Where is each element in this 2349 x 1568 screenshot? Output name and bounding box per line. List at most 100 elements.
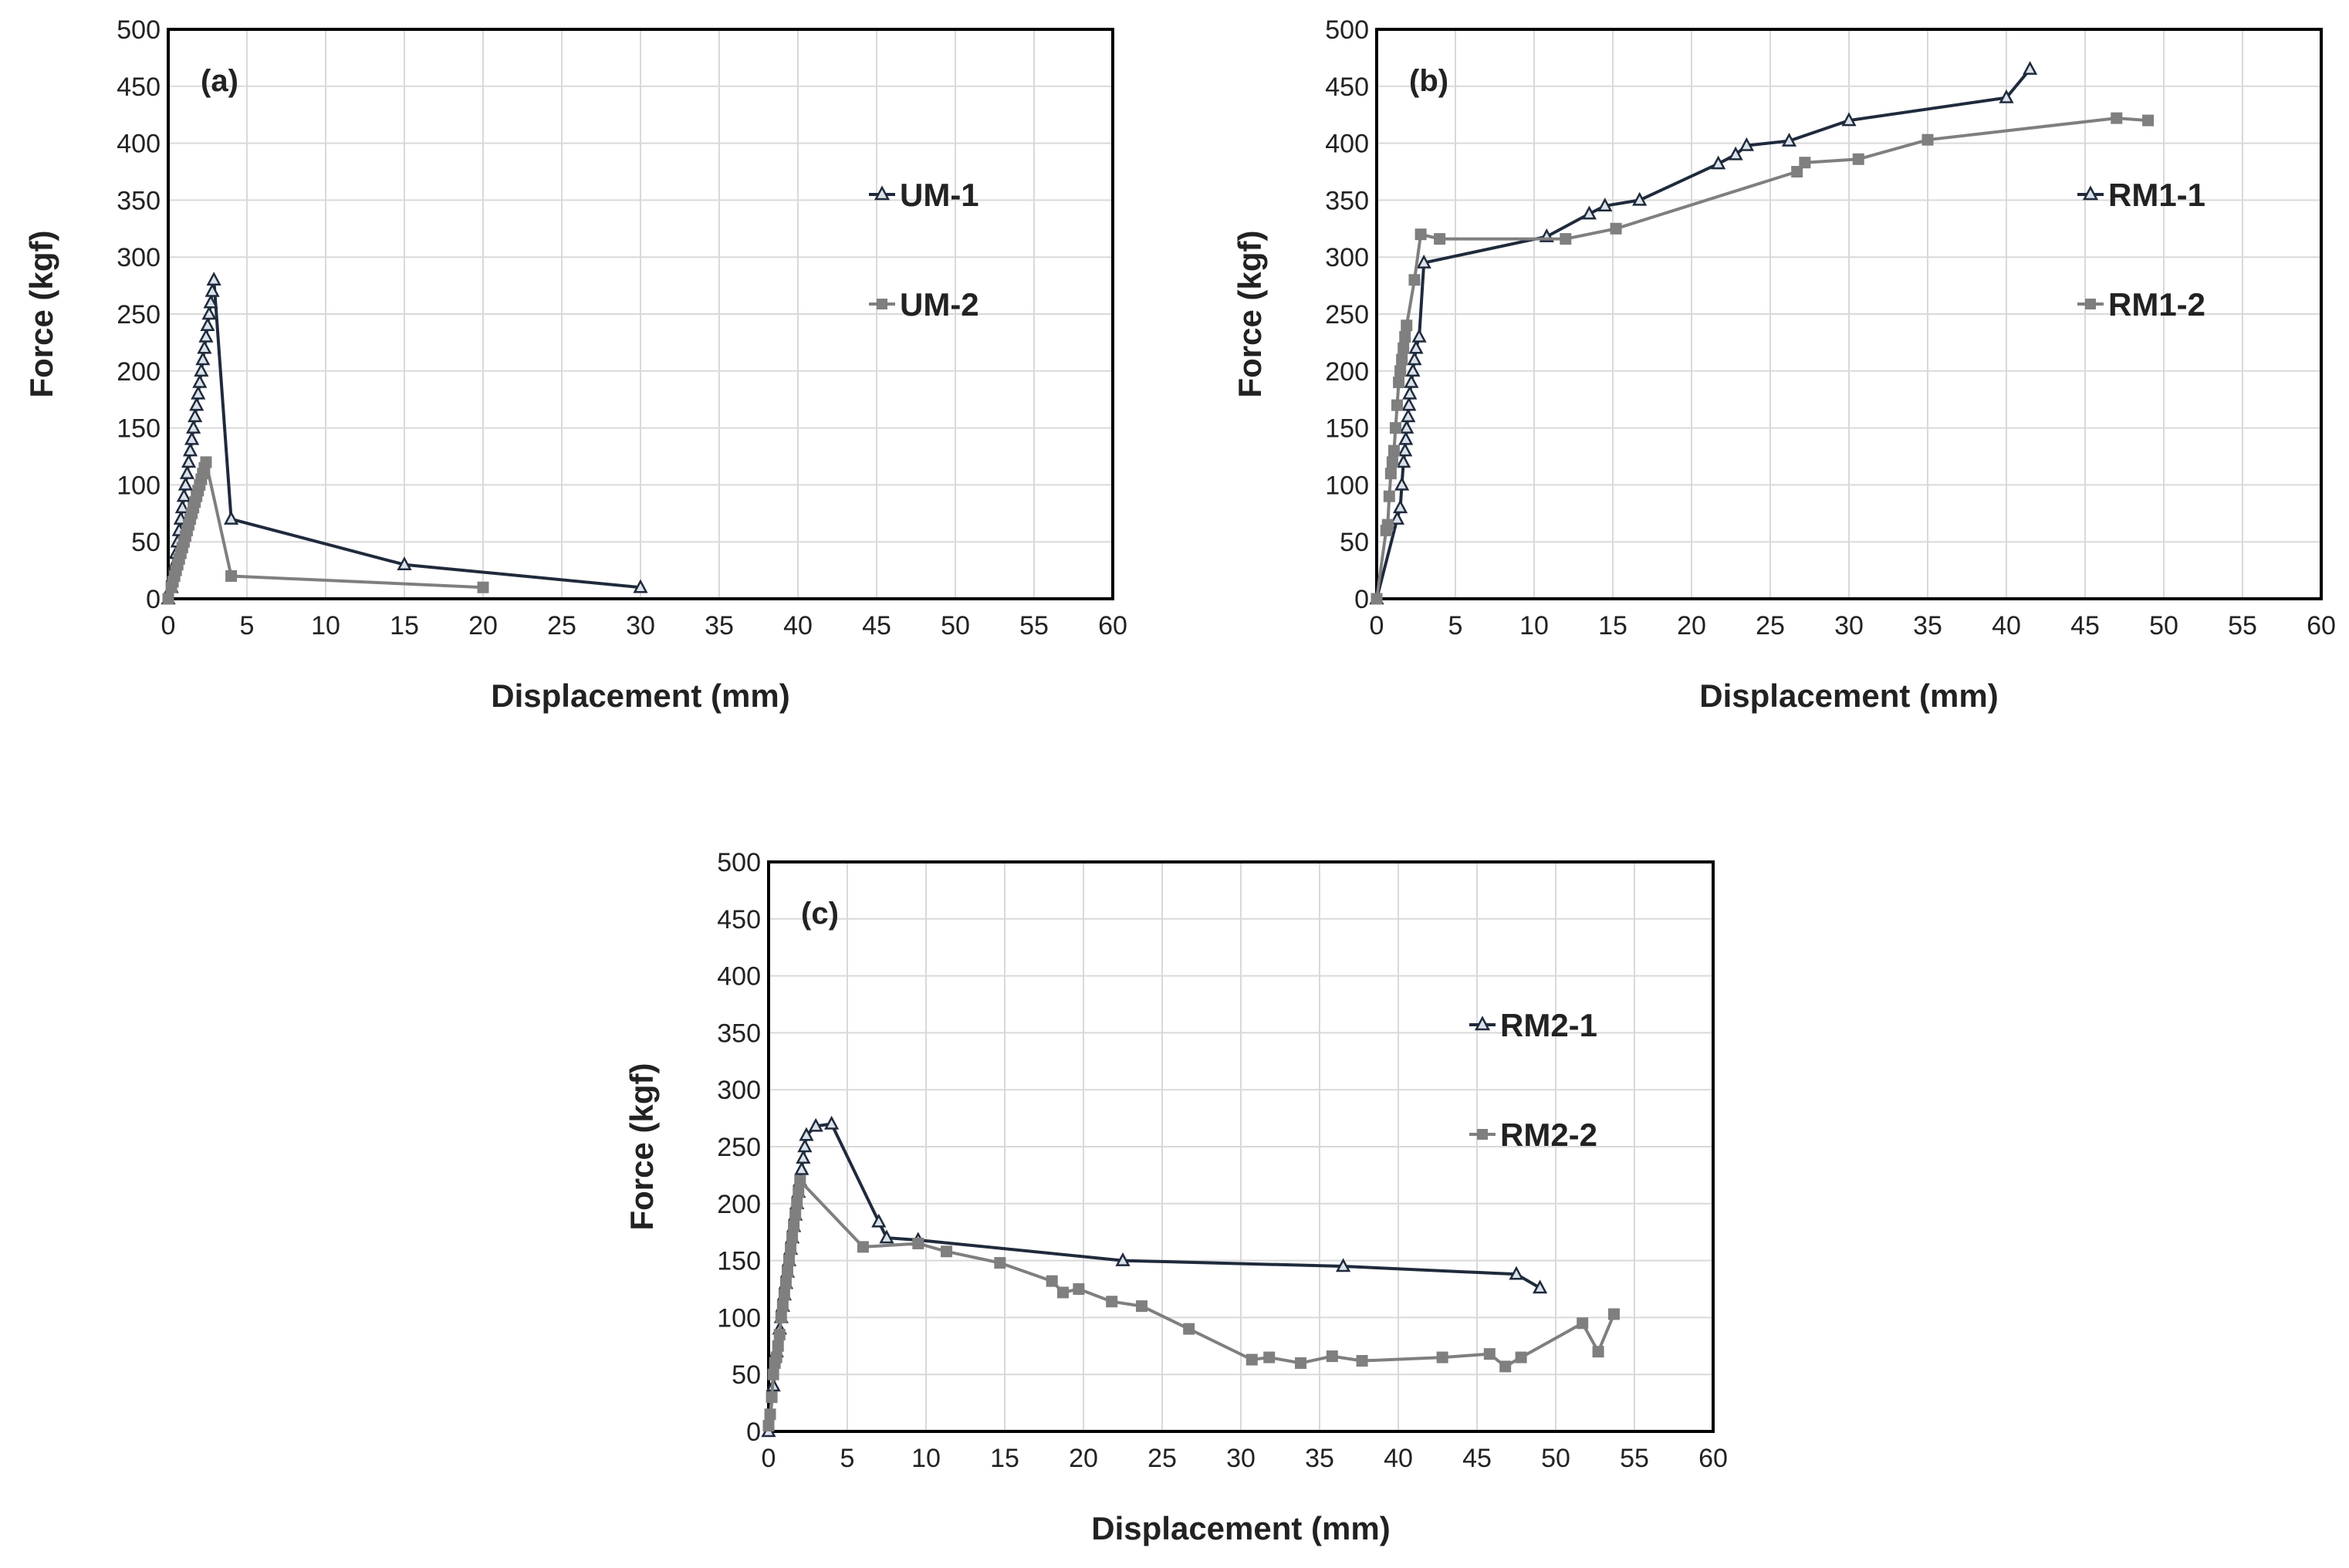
- data-point-triangle: [197, 340, 212, 354]
- data-point-triangle: [195, 351, 211, 366]
- data-point-square: [1396, 353, 1408, 366]
- x-tick-label: 15: [1598, 611, 1627, 640]
- data-point-square: [1799, 157, 1811, 169]
- data-point-square: [1394, 365, 1407, 377]
- y-axis-title: Force (kgf): [1232, 230, 1268, 397]
- data-point-triangle: [189, 397, 204, 411]
- data-point-square: [477, 581, 489, 593]
- data-point-triangle: [203, 294, 218, 309]
- plot-frame: [767, 860, 1715, 1433]
- legend-label: UM-1: [900, 177, 979, 213]
- data-point-triangle: [1399, 419, 1414, 434]
- x-tick-label: 15: [990, 1444, 1019, 1473]
- data-point-square: [766, 1391, 778, 1404]
- series-rm1-1: [1369, 61, 2038, 605]
- data-point-triangle: [204, 282, 220, 297]
- data-point-square: [1106, 1296, 1118, 1308]
- x-tick-label: 5: [1448, 611, 1463, 640]
- panel-label: (a): [201, 64, 238, 98]
- data-point-triangle: [796, 1150, 811, 1164]
- x-tick-label: 0: [762, 1444, 776, 1473]
- y-tick-label: 200: [717, 1190, 761, 1219]
- data-point-triangle: [1394, 476, 1410, 491]
- data-point-triangle: [181, 454, 197, 468]
- data-point-square: [1183, 1323, 1195, 1335]
- y-tick-label: 0: [146, 585, 161, 614]
- y-tick-label: 0: [1354, 585, 1369, 614]
- data-point-square: [1384, 468, 1397, 480]
- y-tick-label: 250: [1325, 300, 1369, 329]
- data-point-square: [1399, 331, 1411, 343]
- x-tick-label: 0: [161, 611, 176, 640]
- x-tick-label: 40: [1992, 611, 2021, 640]
- legend-label: RM1-1: [2108, 177, 2205, 213]
- y-tick-label: 300: [117, 243, 161, 272]
- y-tick-label: 450: [117, 73, 161, 102]
- data-point-triangle: [824, 1115, 840, 1130]
- x-tick-label: 20: [468, 611, 498, 640]
- y-tick-label: 500: [1325, 15, 1369, 45]
- data-point-triangle: [188, 408, 203, 423]
- data-point-square: [764, 1408, 776, 1421]
- data-point-square: [770, 1351, 782, 1364]
- chart-panel-c: 0 5 10 15 20 25 30 35 40 45 50 55 60 0 50 100 150 200 250 3…: [624, 848, 1728, 1546]
- y-tick-label: 400: [717, 962, 761, 992]
- data-point-triangle: [1408, 340, 1424, 354]
- data-point-triangle: [1533, 1279, 1548, 1294]
- data-point-square: [789, 1209, 802, 1222]
- legend-marker-square: [877, 299, 887, 309]
- series-rm2-2: [762, 1174, 1620, 1432]
- y-tick-label: 450: [1325, 73, 1369, 102]
- series-rm1-2: [1371, 112, 2155, 605]
- data-point-square: [1852, 153, 1864, 165]
- data-point-square: [791, 1198, 803, 1210]
- x-tick-label: 55: [2228, 611, 2257, 640]
- data-point-triangle: [1401, 397, 1417, 411]
- y-tick-label: 50: [131, 528, 161, 557]
- y-axis-title: Force (kgf): [23, 230, 59, 397]
- data-point-square: [1383, 490, 1395, 502]
- data-point-triangle: [1416, 254, 1431, 269]
- x-tick-label: 30: [626, 611, 655, 640]
- x-tick-label: 20: [1069, 1444, 1098, 1473]
- data-point-square: [788, 1220, 800, 1232]
- data-point-square: [1401, 319, 1413, 332]
- y-tick-label: 450: [717, 905, 761, 934]
- data-point-square: [1135, 1300, 1147, 1313]
- data-point-square: [912, 1237, 924, 1249]
- data-point-square: [200, 456, 212, 468]
- data-point-triangle: [192, 373, 208, 388]
- data-point-square: [1436, 1351, 1448, 1364]
- data-point-square: [1381, 519, 1394, 531]
- legend-marker-square: [2085, 299, 2096, 309]
- x-tick-label: 45: [862, 611, 891, 640]
- data-point-triangle: [176, 488, 191, 502]
- data-point-triangle: [1728, 146, 1743, 161]
- data-point-triangle: [191, 385, 206, 400]
- data-point-square: [1263, 1351, 1276, 1364]
- data-point-triangle: [1407, 351, 1422, 366]
- y-tick-label: 200: [117, 357, 161, 387]
- data-point-triangle: [224, 511, 239, 525]
- x-axis-title: Displacement (mm): [1699, 678, 1998, 714]
- series-rm2-1: [761, 1115, 1548, 1438]
- y-tick-label: 400: [117, 130, 161, 159]
- data-point-square: [1434, 233, 1446, 245]
- y-tick-label: 150: [117, 414, 161, 444]
- x-axis-title: Displacement (mm): [1091, 1510, 1390, 1546]
- data-point-square: [1371, 593, 1383, 605]
- data-point-square: [779, 1277, 792, 1289]
- data-point-square: [1791, 166, 1803, 177]
- x-tick-label: 50: [2149, 611, 2178, 640]
- legend-entry: UM-1: [869, 177, 979, 213]
- x-tick-label: 40: [783, 611, 813, 640]
- x-tick-label: 5: [240, 611, 255, 640]
- data-point-triangle: [1389, 511, 1405, 525]
- data-point-square: [1560, 233, 1572, 245]
- plot-frame: [167, 28, 1114, 600]
- data-point-triangle: [808, 1117, 823, 1132]
- y-tick-label: 200: [1325, 357, 1369, 387]
- data-point-triangle: [879, 1229, 894, 1244]
- y-tick-label: 300: [1325, 243, 1369, 272]
